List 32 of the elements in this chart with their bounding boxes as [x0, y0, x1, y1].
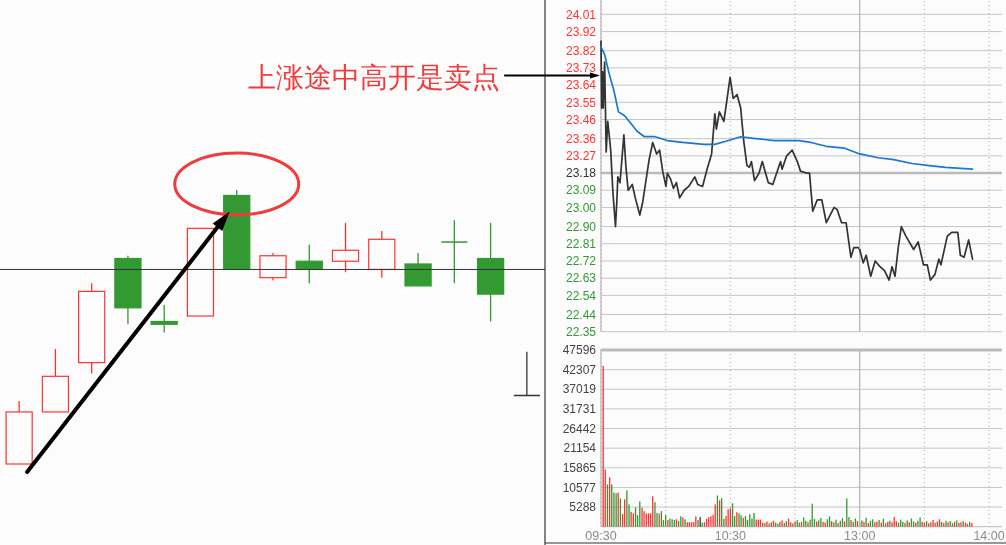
y-tick-label: 37019	[562, 382, 597, 397]
y-tick-label: 23.73	[565, 61, 597, 76]
y-tick-label: 23.46	[565, 112, 597, 127]
y-tick-label: 22.72	[565, 254, 597, 269]
y-tick-label: 22.90	[565, 219, 597, 234]
y-tick-label: 23.18	[565, 166, 597, 181]
y-tick-label: 26442	[562, 421, 597, 436]
y-tick-label: 23.00	[565, 200, 597, 215]
y-tick-label: 21154	[563, 441, 597, 456]
x-tick-label: 14:00	[973, 528, 1005, 543]
y-tick-label: 22.54	[565, 288, 597, 303]
y-tick-label: 31731	[562, 402, 597, 417]
x-tick-label: 09:30	[585, 528, 617, 543]
y-tick-label: 22.44	[565, 307, 597, 322]
y-tick-label: 23.82	[565, 43, 597, 58]
x-tick-label: 10:30	[714, 528, 747, 543]
y-tick-label: 47596	[562, 343, 597, 358]
y-tick-label: 22.63	[565, 271, 597, 286]
y-tick-label: 22.35	[565, 324, 597, 339]
y-tick-label: 23.55	[565, 95, 597, 110]
y-tick-label: 42307	[562, 362, 597, 377]
y-tick-label: 24.01	[565, 7, 597, 22]
x-tick-label: 13:00	[844, 528, 876, 543]
y-tick-label: 23.36	[565, 131, 597, 146]
y-tick-label: 23.09	[565, 183, 597, 198]
y-tick-label: 10577	[562, 480, 597, 495]
y-tick-label: 5288	[569, 500, 597, 515]
y-tick-label: 22.81	[565, 236, 597, 251]
y-tick-label: 15865	[562, 461, 597, 475]
y-tick-label: 23.92	[565, 24, 597, 39]
y-tick-label: 23.64	[565, 78, 597, 93]
y-tick-label: 23.27	[565, 149, 597, 164]
